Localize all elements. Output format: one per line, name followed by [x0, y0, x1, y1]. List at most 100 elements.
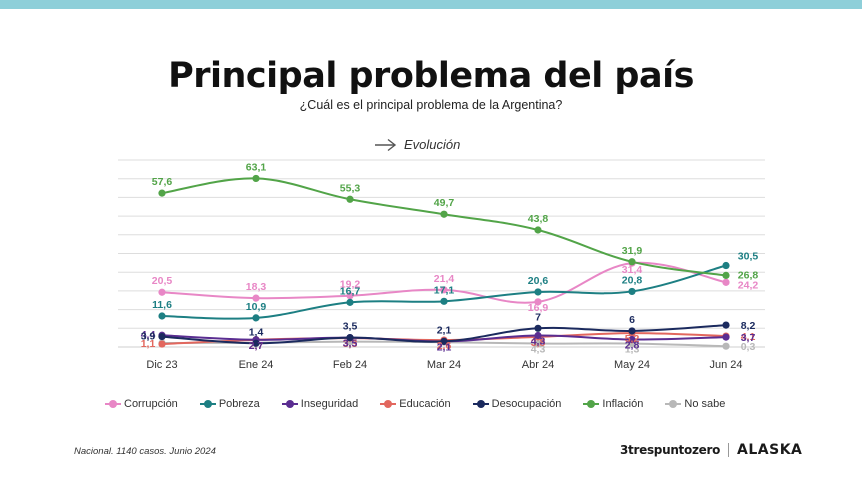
brand-divider [728, 443, 730, 457]
data-label-corrupcion: 19,2 [340, 279, 361, 291]
data-point-inflacion [722, 271, 730, 280]
data-label-educacion: 3,3 [343, 338, 358, 350]
data-label-corrupcion: 20,5 [152, 275, 173, 287]
data-label-inflacion: 43,8 [528, 213, 549, 225]
data-point-pobreza [628, 287, 636, 296]
legend-label: Corrupción [124, 398, 178, 410]
x-tick-label: Jun 24 [709, 359, 742, 371]
arrow-right-icon [375, 138, 397, 151]
data-point-desocupacion [440, 337, 448, 345]
brand-logo-trespuntozero: 3trespuntozero [620, 443, 721, 457]
data-point-inseguridad [628, 335, 636, 344]
data-label-corrupcion: 16,9 [528, 302, 549, 314]
legend-swatch [380, 400, 397, 408]
series-line-inflacion [161, 177, 727, 277]
data-label-educacion: 2,7 [249, 340, 264, 352]
data-label-educacion: 2,6 [437, 340, 452, 352]
data-label-desocupacion: 2,1 [437, 324, 452, 336]
data-label-pobreza: 11,6 [152, 299, 172, 311]
data-label-corrupcion: 31,4 [622, 264, 643, 276]
data-label-inseguridad: 2,7 [249, 340, 264, 352]
data-label-desocupacion: 1,4 [249, 326, 264, 338]
data-label-desocupacion: 8,2 [741, 320, 756, 332]
legend-swatch [199, 400, 216, 408]
data-point-corrupcion [346, 292, 354, 300]
data-point-inflacion [440, 210, 448, 218]
data-label-inseguridad: 3,5 [343, 338, 358, 350]
page-title: Principal problema del país [168, 56, 694, 96]
data-label-pobreza: 17,1 [434, 284, 455, 296]
data-label-educacion: 4,1 [741, 331, 756, 343]
data-point-inseguridad [534, 331, 542, 340]
legend-item-inseguridad: Inseguridad [281, 398, 359, 410]
legend-label: No sabe [684, 398, 726, 410]
data-point-pobreza [346, 298, 354, 306]
legend-item-inflacion: Inflación [583, 398, 643, 410]
data-label-corrupcion: 24,2 [738, 279, 759, 291]
data-point-no-sabe [534, 339, 542, 348]
data-label-pobreza: 30,5 [738, 251, 759, 263]
data-label-pobreza: 10,9 [246, 301, 267, 313]
chart-legend: Corrupción Pobreza Inseguridad Educación Des… [105, 398, 747, 410]
legend-swatch [105, 400, 121, 408]
data-label-desocupacion: 3,5 [343, 321, 358, 333]
data-label-no-sabe: 4,3 [531, 344, 546, 356]
brand-logos: 3trespuntozero ALASKA [620, 442, 802, 458]
data-label-pobreza: 16,7 [340, 285, 361, 297]
data-point-educacion [158, 340, 166, 348]
legend-item-no-sabe: No sabe [665, 398, 725, 410]
data-label-inflacion: 57,6 [152, 176, 173, 188]
legend-label: Desocupación [491, 398, 562, 410]
data-point-inflacion [628, 258, 636, 266]
legend-label: Inseguridad [300, 398, 359, 410]
data-point-corrupcion [722, 278, 730, 286]
data-point-inflacion [252, 174, 260, 183]
footer-note: Nacional. 1140 casos. Junio 2024 [74, 446, 216, 457]
page-subtitle: ¿Cuál es el principal problema de la Arg… [299, 98, 563, 112]
data-point-inflacion [534, 226, 542, 234]
data-point-desocupacion [346, 334, 354, 342]
data-label-inflacion: 55,3 [340, 182, 361, 194]
data-label-desocupacion: 3,9 [141, 331, 156, 343]
data-point-desocupacion [534, 324, 542, 332]
data-label-educacion: 3,8 [531, 337, 546, 349]
data-label-corrupcion: 21,4 [434, 273, 455, 285]
data-label-inseguridad: 2,1 [437, 341, 452, 353]
section-label: Evolución [374, 137, 460, 152]
legend-label: Pobreza [218, 398, 260, 410]
data-label-inseguridad: 2,8 [625, 340, 640, 352]
data-point-pobreza [440, 297, 448, 305]
data-point-pobreza [158, 312, 166, 320]
data-label-inflacion: 26,8 [738, 269, 759, 281]
data-label-educacion: 5,2 [625, 333, 640, 345]
legend-swatch [665, 400, 682, 408]
data-label-pobreza: 20,8 [622, 274, 643, 286]
legend-swatch [281, 400, 298, 408]
data-point-corrupcion [534, 298, 542, 306]
data-label-pobreza: 20,6 [528, 275, 549, 287]
data-point-desocupacion [628, 327, 636, 335]
data-point-desocupacion [158, 332, 166, 341]
data-point-corrupcion [440, 286, 448, 294]
legend-item-corrupcion: Corrupción [105, 398, 178, 410]
data-point-corrupcion [158, 288, 166, 296]
data-label-inseguridad: 3,7 [741, 332, 756, 344]
x-tick-label: Feb 24 [333, 359, 367, 371]
data-label-inflacion: 31,9 [622, 245, 643, 257]
data-point-desocupacion [722, 321, 730, 329]
legend-label: Inflación [602, 398, 644, 410]
legend-label: Educación [399, 398, 451, 410]
data-point-pobreza [252, 314, 260, 322]
data-point-pobreza [534, 288, 542, 296]
data-label-no-sabe: 1,3 [625, 344, 640, 356]
data-point-corrupcion [252, 294, 260, 302]
data-point-inflacion [158, 189, 166, 197]
data-label-inflacion: 49,7 [434, 197, 455, 209]
legend-swatch [472, 400, 489, 408]
brand-logo-alaska: ALASKA [737, 442, 803, 458]
x-tick-label: May 24 [614, 359, 650, 371]
x-tick-label: Dic 23 [146, 359, 177, 371]
data-point-pobreza [722, 261, 730, 270]
top-accent-bar [0, 0, 862, 9]
